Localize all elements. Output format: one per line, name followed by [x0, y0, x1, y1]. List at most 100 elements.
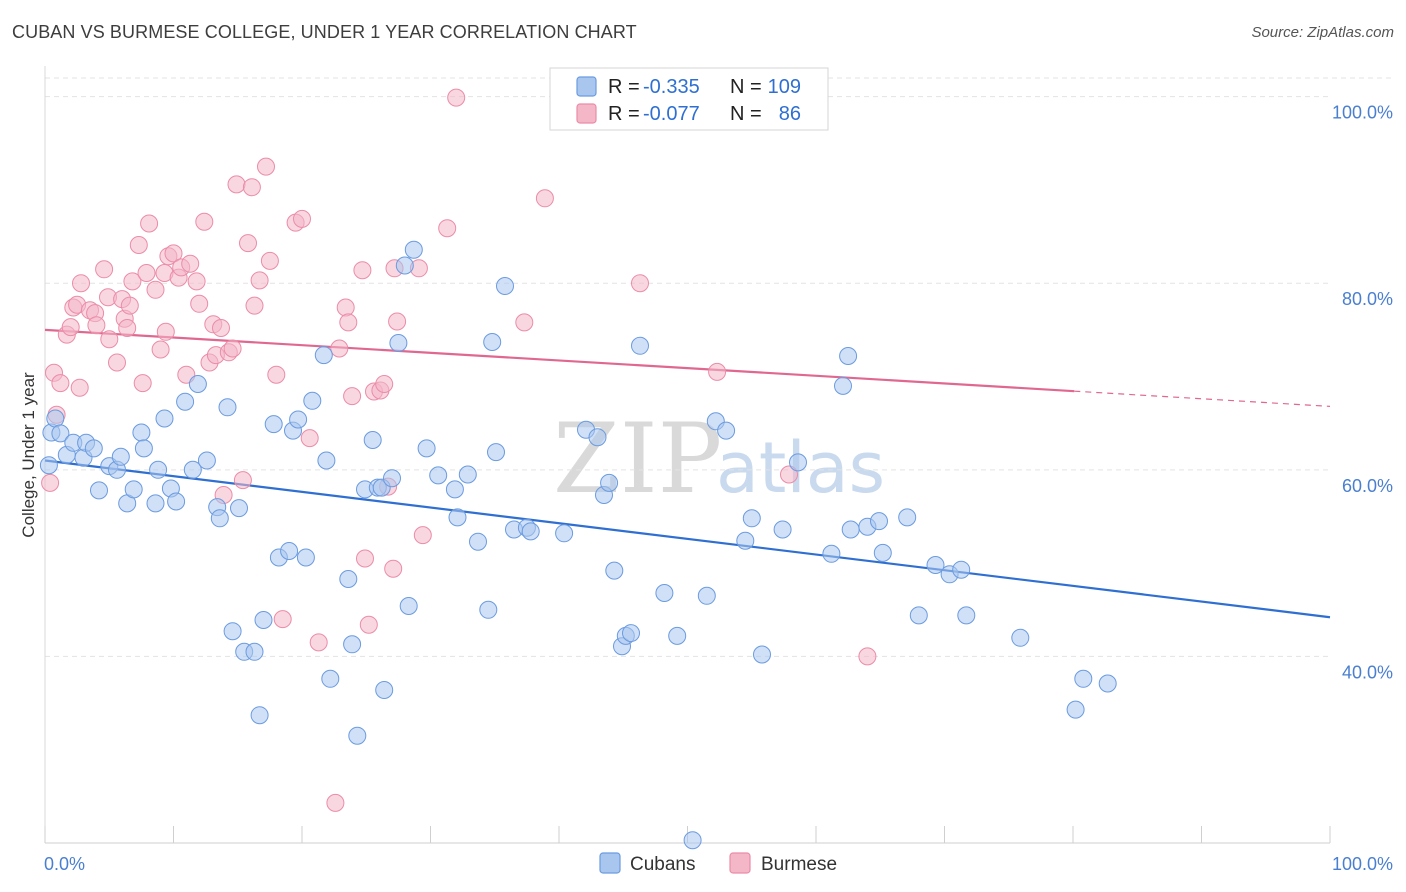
cubans-point	[167, 492, 186, 511]
burmese-point	[118, 319, 137, 337]
cubans-point	[134, 439, 153, 458]
cubans-point	[789, 453, 807, 472]
cubans-point	[176, 392, 195, 411]
burmese-point	[780, 465, 798, 484]
legend-swatch-cubans	[576, 76, 597, 97]
cubans-point	[773, 520, 792, 539]
y-axis-title: College, Under 1 year	[19, 372, 38, 538]
legend-n-label-burmese: N =	[730, 103, 762, 125]
cubans-point	[909, 606, 928, 625]
burmese-point	[70, 378, 89, 397]
burmese-point	[223, 339, 242, 358]
cubans-point	[1098, 674, 1117, 693]
cubans-point	[622, 624, 640, 643]
legend-r-label-cubans: R =	[608, 76, 640, 98]
cubans-point	[314, 346, 333, 365]
burmese-point	[438, 219, 457, 238]
cubans-point	[753, 645, 771, 664]
cubans-point	[363, 431, 382, 449]
bottom-legend-label-cubans: Cubans	[630, 854, 696, 875]
legend-r-value-cubans: -0.335	[643, 76, 700, 98]
x-tick-label-max: 100.0%	[1332, 854, 1393, 874]
axis-labels: 40.0% 60.0% 80.0% 100.0% 0.0% 100.0%	[44, 103, 1393, 874]
cubans-point	[289, 410, 308, 429]
burmese-point	[343, 387, 362, 406]
burmese-point	[356, 549, 374, 568]
burmese-point	[535, 189, 554, 208]
cubans-point	[605, 561, 624, 580]
burmese-point	[631, 274, 649, 293]
cubans-point	[245, 642, 264, 661]
cubans-point	[264, 415, 283, 434]
cubans-point	[841, 520, 860, 539]
cubans-point	[668, 626, 687, 645]
legend-box: R = -0.335 N = 109 R = -0.077 N = 86	[549, 67, 829, 131]
burmese-point	[108, 353, 126, 372]
cubans-point	[404, 240, 423, 259]
cubans-point	[521, 522, 540, 541]
cubans-points	[39, 240, 1117, 850]
y-tick-label: 60.0%	[1342, 476, 1393, 496]
burmese-point	[384, 559, 403, 578]
cubans-point	[445, 480, 464, 499]
cubans-point	[132, 423, 151, 442]
y-tick-label: 100.0%	[1332, 103, 1393, 123]
chart-title: CUBAN VS BURMESE COLLEGE, UNDER 1 YEAR C…	[12, 22, 637, 42]
bottom-legend-label-burmese: Burmese	[761, 854, 837, 875]
cubans-point	[230, 499, 248, 518]
cubans-point	[51, 424, 70, 443]
cubans-point	[873, 543, 892, 562]
cubans-point	[183, 460, 202, 479]
cubans-point	[348, 726, 367, 745]
trend-lines	[44, 328, 1331, 619]
cubans-point	[742, 509, 761, 528]
burmese-point	[87, 316, 106, 335]
cubans-point	[124, 480, 143, 499]
cubans-point	[218, 398, 237, 417]
cubans-point	[389, 334, 408, 352]
cubans-point	[631, 336, 649, 355]
burmese-point	[242, 178, 261, 197]
burmese-point	[140, 214, 159, 233]
burmese-point	[858, 647, 877, 666]
burmese-point	[72, 274, 90, 293]
cubans-point	[375, 681, 394, 699]
cubans-point	[1066, 700, 1085, 719]
burmese-point	[123, 272, 142, 291]
burmese-point	[515, 313, 534, 332]
cubans-point	[254, 611, 273, 629]
cubans-point	[188, 375, 207, 393]
burmese-point	[133, 374, 152, 393]
cubans-point	[84, 439, 103, 458]
burmese-point	[100, 330, 119, 349]
burmese-point	[51, 374, 70, 393]
cubans-point	[588, 428, 607, 447]
y-tick-label: 80.0%	[1342, 289, 1393, 309]
cubans-point	[146, 494, 165, 513]
cubans-point	[683, 831, 702, 850]
legend-swatch-burmese	[576, 103, 597, 124]
burmese-trend-line	[44, 328, 1075, 393]
cubans-point	[834, 376, 852, 395]
cubans-point	[395, 256, 414, 275]
y-tick-label: 40.0%	[1342, 662, 1393, 682]
burmese-point	[375, 375, 394, 393]
x-tick-label-min: 0.0%	[44, 854, 85, 874]
cubans-point	[303, 391, 322, 410]
cubans-point	[39, 456, 58, 475]
burmese-point	[250, 271, 269, 290]
bottom-legend-swatch-burmese	[729, 852, 751, 874]
burmese-point	[326, 793, 345, 812]
bottom-legend-swatch-cubans	[599, 852, 621, 874]
burmese-point	[146, 280, 165, 299]
burmese-point	[330, 339, 349, 358]
burmese-trend-line-extension	[1074, 390, 1331, 407]
legend-n-value-cubans: 109	[768, 76, 801, 98]
burmese-point	[156, 322, 175, 341]
burmese-point	[353, 261, 372, 280]
cubans-point	[383, 469, 401, 488]
burmese-point	[137, 264, 156, 282]
burmese-point	[190, 294, 209, 313]
cubans-point	[429, 466, 448, 485]
burmese-point	[239, 234, 257, 253]
